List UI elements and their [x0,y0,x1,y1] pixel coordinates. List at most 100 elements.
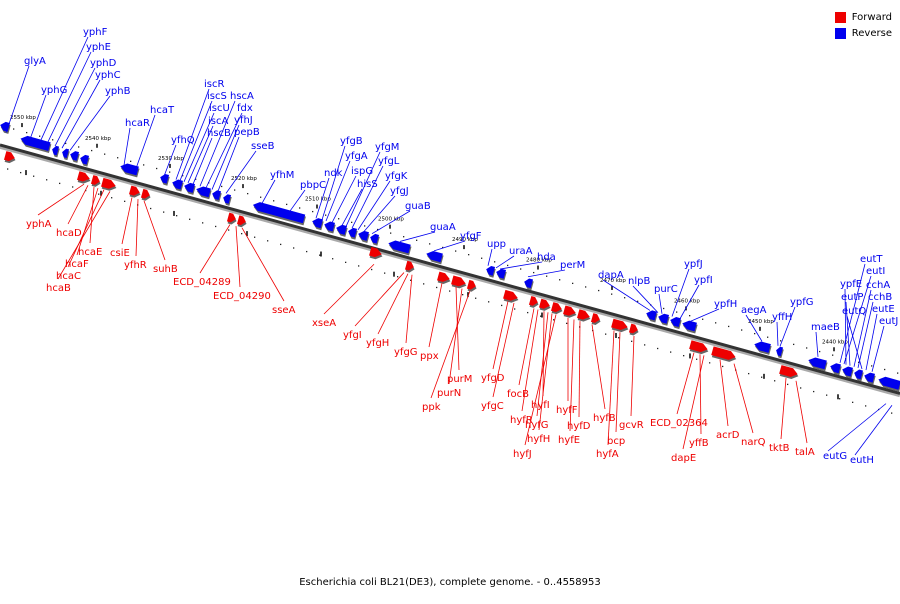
leader-line [780,377,787,440]
gene-label-eutp: eutP [841,292,863,303]
gene-label-hyfe: hyfE [558,435,580,446]
reverse-gene-glyph [252,202,306,226]
leader-line [492,302,515,398]
reverse-gene-glyph [682,320,698,334]
strand-legend: Forward Reverse [834,9,892,41]
leader-line [341,188,363,226]
leader-line [682,355,705,450]
guide-dot [20,171,22,174]
forward-gene-glyph [226,212,237,225]
gene-label-hda: hda [537,252,556,263]
leader-line [671,268,690,317]
leader-line [39,36,89,143]
guide-dot [559,279,561,281]
guide-dot [741,329,743,331]
guide-dot [488,301,490,303]
gene-label-yphg: yphG [41,85,67,96]
leader-line [846,315,863,370]
guide-dot [709,362,711,364]
guide-dot [59,182,61,185]
gene-label-eutj: eutJ [879,316,898,327]
guide-dot [806,347,808,349]
leader-line [448,288,463,385]
gene-label-dapa: dapA [598,270,624,281]
gene-label-hyfb: hyfB [593,413,616,424]
reverse-gene-glyph [196,186,212,200]
leader-line [331,175,357,223]
forward-swatch [834,11,846,23]
guide-dot [176,215,178,217]
gene-label-euti: eutI [866,266,885,277]
leader-line [827,403,887,452]
gene-label-ypfj: ypfJ [684,259,703,270]
guide-dot [143,164,145,166]
forward-gene-glyph [77,171,91,184]
reverse-gene-glyph [754,341,772,355]
guide-dot [631,340,633,342]
gene-label-hyfh: hyfH [527,434,550,445]
reverse-gene-glyph [776,346,784,359]
gene-label-ypfe: ypfE [840,279,862,290]
gene-label-eutg: eutG [823,451,847,462]
gene-label-hcae: hcaE [78,247,102,258]
leader-line [67,185,89,225]
leader-line [733,363,754,434]
legend-item-forward: Forward [834,9,892,25]
leader-line [37,183,85,216]
guide-dot [65,142,67,145]
guide-dot [299,207,301,209]
guide-dot [644,344,646,346]
gene-label-pepb: pepB [234,127,260,138]
reverse-gene-glyph [70,151,80,163]
guide-dot [520,268,522,270]
guide-dot [410,279,412,281]
guide-dot [364,225,366,227]
leader-line [135,199,139,257]
gene-label-ypfi: ypfI [694,275,713,286]
genome-axis [0,143,900,395]
gene-label-yffb: yffB [689,438,709,449]
reverse-gene-glyph [212,190,222,203]
leader-line [455,286,460,371]
guide-dot [657,347,659,350]
leader-line [776,321,779,346]
guide-dot [455,250,457,252]
guide-dot [260,196,262,198]
leader-line [357,180,391,231]
gene-label-aega: aegA [741,305,767,316]
guide-dot [787,383,789,386]
leader-line [615,332,621,433]
forward-gene-glyph [538,298,551,311]
guide-dot [507,264,509,267]
gene-label-sseb: sseB [251,141,275,152]
leader-line [345,151,381,227]
leader-line [527,269,566,278]
gene-label-guaa: guaA [430,222,456,233]
leader-line [205,112,243,189]
gene-label-isca: iscA [208,116,228,127]
leader-line [433,240,466,252]
tick-label: 2460 kbp [674,298,700,304]
guide-dot [826,394,828,396]
leader-line [121,197,133,245]
gene-label-ecd-02364: ECD_02364 [650,418,708,429]
gene-label-tktb: tktB [769,443,790,454]
forward-gene-glyph [577,309,591,322]
leader-line [843,275,872,365]
gene-label-hiss: hisS [357,179,378,190]
gene-label-purm: purM [447,374,472,385]
leader-line [845,301,851,366]
leader-line [779,306,796,347]
leader-line [217,136,240,192]
guide-dot [130,160,132,162]
guide-dot [286,203,288,206]
gene-label-yfgf: yfgF [460,231,482,242]
forward-gene-glyph [711,346,737,362]
guide-dot [189,218,191,220]
forward-gene-glyph [369,246,383,260]
leader-line [123,127,131,166]
gene-label-iscu: iscU [209,103,230,114]
leader-line [495,255,515,269]
